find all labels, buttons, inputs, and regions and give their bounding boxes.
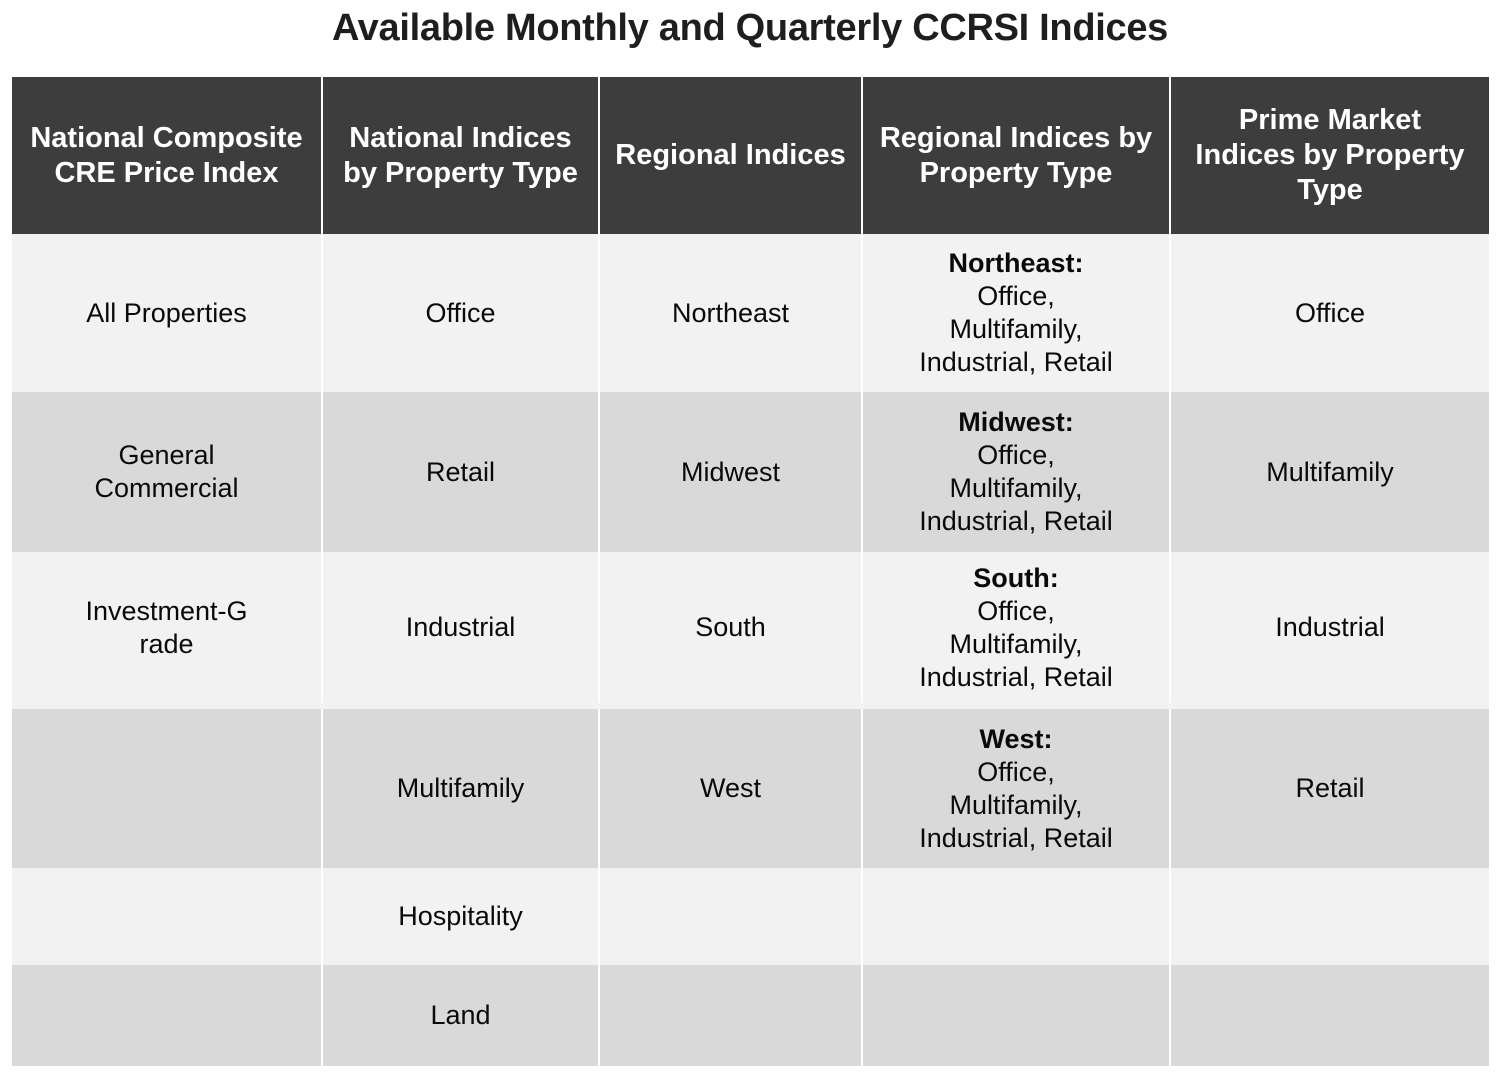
table-cell: Hospitality [321,868,599,965]
table-header-row: National Composite CRE Price Index Natio… [12,77,1489,234]
table-cell [861,965,1170,1066]
table-cell: Midwest: Office, Multifamily, Industrial… [861,392,1170,552]
region-types: Industrial, Retail [919,661,1113,692]
column-header-regional-by-type: Regional Indices by Property Type [861,77,1170,234]
table-cell: West [598,706,862,868]
indices-table: National Composite CRE Price Index Natio… [12,77,1489,1066]
table-cell: South [598,552,862,709]
table-cell: West: Office, Multifamily, Industrial, R… [861,706,1170,868]
region-name: West: [979,723,1053,754]
table-cell: Industrial [321,552,599,709]
table-cell: Office [1169,234,1489,392]
column-header-national-by-type: National Indices by Property Type [321,77,599,234]
table-cell: Office [321,234,599,392]
table-cell: Multifamily [321,706,599,868]
region-types: Industrial, Retail [919,822,1113,853]
table-row: All Properties Office Northeast Northeas… [12,234,1489,392]
table-cell [12,706,322,868]
table-row: Multifamily West West: Office, Multifami… [12,706,1489,868]
column-header-prime-market: Prime Market Indices by Property Type [1169,77,1489,234]
page-title: Available Monthly and Quarterly CCRSI In… [331,7,1169,49]
region-types: Office, [977,595,1055,626]
region-name: Midwest: [958,407,1074,437]
table-row: General Commercial Retail Midwest Midwes… [12,392,1489,552]
table-cell: Land [321,965,599,1066]
table-cell: Northeast [598,234,862,392]
table-cell: Retail [1169,706,1489,868]
table-cell [598,868,862,965]
table-cell [1169,965,1489,1066]
table-cell: Industrial [1169,552,1489,709]
table-cell: General Commercial [12,392,322,552]
table-cell: Retail [321,392,599,552]
region-types: Multifamily, [949,789,1083,820]
table-row: Land [12,965,1489,1066]
table-cell: All Properties [12,234,322,392]
cell-text: Investment-Grade [85,595,248,659]
table-cell: Northeast: Office, Multifamily, Industri… [861,234,1170,392]
table-cell: Multifamily [1169,392,1489,552]
table-cell [861,868,1170,965]
region-types: Multifamily, [949,473,1083,503]
region-types: Office, [977,281,1055,311]
table-cell: Investment-Grade [12,552,322,709]
region-types: Industrial, Retail [919,506,1113,536]
region-types: Office, [977,440,1055,470]
region-types: Multifamily, [949,628,1083,659]
table-row: Hospitality [12,868,1489,965]
region-types: Office, [977,756,1055,787]
table-cell [12,868,322,965]
table-cell [12,965,322,1066]
table-cell: South: Office, Multifamily, Industrial, … [861,552,1170,709]
table-cell [1169,868,1489,965]
table-cell: Midwest [598,392,862,552]
table-cell [598,965,862,1066]
region-name: South: [973,562,1059,593]
column-header-regional: Regional Indices [598,77,862,234]
region-types: Multifamily, [949,314,1083,344]
cell-text: General Commercial [94,440,239,503]
table-row: Investment-Grade Industrial South South:… [12,552,1489,709]
region-name: Northeast: [948,248,1084,278]
column-header-national-composite: National Composite CRE Price Index [12,77,322,234]
region-types: Industrial, Retail [919,347,1113,377]
